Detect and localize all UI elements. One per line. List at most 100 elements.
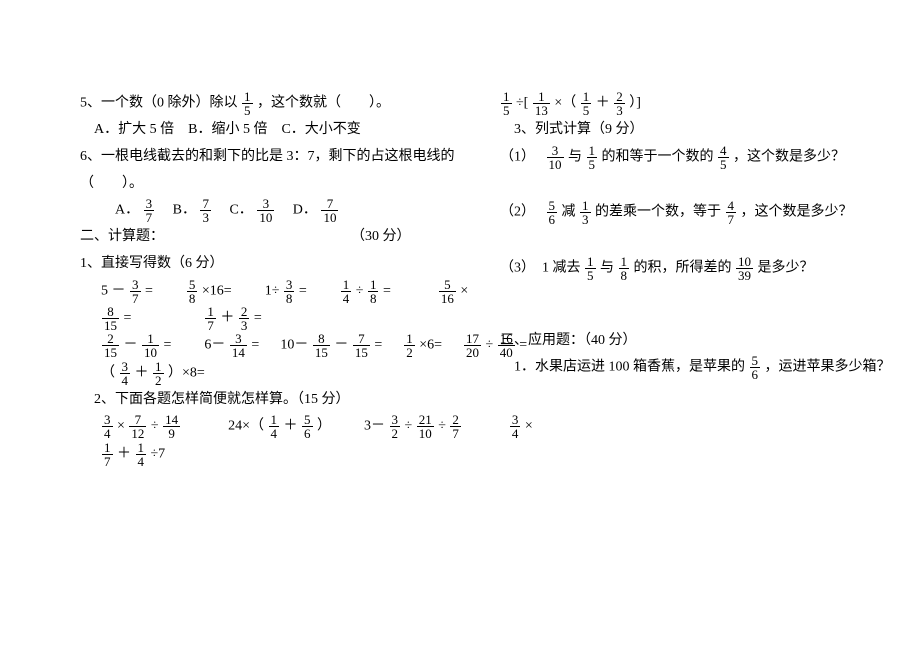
- eq: =: [383, 283, 391, 298]
- text: ）: [317, 419, 331, 434]
- text: （2）: [500, 205, 542, 220]
- text: ÷: [356, 283, 364, 298]
- frac: 14: [136, 441, 147, 468]
- text: 的积，所得差的: [634, 260, 732, 275]
- frac: 37: [130, 278, 141, 305]
- text: ，这个数是多少？: [741, 205, 853, 220]
- text: 6－: [204, 338, 225, 353]
- frac-1-5: 15: [242, 90, 253, 117]
- frac-3-10: 310: [257, 197, 274, 224]
- text: ＋: [220, 311, 234, 326]
- frac: 15: [581, 90, 592, 117]
- text: （3） 1 减去: [500, 260, 581, 275]
- text: ×16=: [202, 283, 232, 298]
- text: 与: [600, 260, 614, 275]
- frac: 516: [439, 278, 456, 305]
- left-column: 5、一个数（0 除外）除以 15 ，这个数就（ ）。 A．扩大 5 倍 B．缩小…: [80, 90, 470, 468]
- frac: 23: [239, 305, 250, 332]
- q3-3: （3） 1 减去 15 与 18 的积，所得差的 1039 是多少？: [500, 255, 890, 282]
- text: －: [334, 338, 348, 353]
- frac: 18: [368, 278, 379, 305]
- eq: =: [299, 283, 307, 298]
- section-2-header: 二、计算题： （30 分）: [80, 224, 470, 251]
- frac: 215: [102, 332, 119, 359]
- frac: 712: [129, 413, 146, 440]
- text: ÷: [151, 419, 159, 434]
- right-column: 15 ÷[ 113 ×（ 15 ＋ 23 ）] 3、列式计算（9 分） （1） …: [500, 90, 890, 468]
- frac-3-7: 37: [144, 197, 155, 224]
- eq: =: [254, 311, 262, 326]
- frac: 14: [341, 278, 352, 305]
- eq: =: [251, 338, 259, 353]
- frac: 110: [142, 332, 159, 359]
- q3-1: （1） 310 与 15 的和等于一个数的 45 ，这个数是多少？: [500, 144, 890, 171]
- section-2-title: 二、计算题：: [80, 229, 164, 244]
- eq: =: [164, 338, 172, 353]
- text: 的差乘一个数，等于: [595, 205, 721, 220]
- calc-row-6: 17 ＋ 14 ÷7: [80, 441, 470, 468]
- frac: 815: [102, 305, 119, 332]
- frac: 15: [501, 90, 512, 117]
- frac: 15: [585, 255, 596, 282]
- calc-row-5: 34 × 712 ÷ 149 24×（ 14 ＋ 56 ） 3－ 32 ÷ 21…: [80, 413, 470, 440]
- q3-title: 3、列式计算（9 分）: [500, 117, 890, 144]
- frac: 32: [390, 413, 401, 440]
- q3-2: （2） 56 减 13 的差乘一个数，等于 47 ，这个数是多少？: [500, 199, 890, 226]
- calc-row-3: 215 － 110 = 6－ 314 = 10－ 815 － 715 = 12 …: [80, 332, 470, 359]
- frac: 113: [533, 90, 550, 117]
- frac: 1720: [464, 332, 481, 359]
- frac: 56: [750, 354, 761, 381]
- frac: 13: [580, 199, 591, 226]
- frac: 815: [313, 332, 330, 359]
- text: ＋: [284, 419, 298, 434]
- frac: 27: [450, 413, 461, 440]
- text: 1．水果店运进 100 箱香蕉，是苹果的: [500, 360, 745, 375]
- frac: 2110: [417, 413, 434, 440]
- frac: 56: [302, 413, 313, 440]
- frac: 58: [187, 278, 198, 305]
- q6: 6、一根电线截去的和剩下的比是 3：7，剩下的占这根电线的（ ）。: [80, 144, 470, 197]
- opt-d: D．: [279, 203, 317, 218]
- frac-7-3: 73: [200, 197, 211, 224]
- calc-row-2: 815 = 17 ＋ 23 =: [80, 305, 470, 332]
- calc-1-title: 1、直接写得数（6 分）: [80, 251, 470, 278]
- text: ÷[: [516, 96, 528, 111]
- eq: =: [374, 338, 382, 353]
- text: 24×（: [228, 419, 264, 434]
- text: 5、一个数（0 除外）除以: [80, 96, 238, 111]
- frac-7-10: 710: [321, 197, 338, 224]
- frac: 1039: [736, 255, 753, 282]
- text: ）×8=: [168, 365, 205, 380]
- opt-b: B．: [159, 203, 196, 218]
- app-1: 1．水果店运进 100 箱香蕉，是苹果的 56 ，运进苹果多少箱？: [500, 354, 890, 381]
- text: ÷: [405, 419, 413, 434]
- text: ÷7: [151, 446, 166, 461]
- frac: 38: [284, 278, 295, 305]
- frac: 12: [404, 332, 415, 359]
- text: 10－: [280, 338, 308, 353]
- text: ×（: [554, 96, 576, 111]
- text: ×6=: [419, 338, 442, 353]
- text: ＋: [135, 365, 149, 380]
- text: ÷: [438, 419, 446, 434]
- calc-2-title: 2、下面各题怎样简便就怎样算。（15 分）: [80, 387, 470, 414]
- text: ）]: [629, 96, 641, 111]
- text: －: [124, 338, 138, 353]
- q5-options: A．扩大 5 倍 B．缩小 5 倍 C．大小不变: [80, 117, 470, 144]
- q6-options: A． 37 B． 73 C． 310 D． 710: [80, 197, 470, 224]
- text: ＋: [596, 96, 610, 111]
- calc-row-4: （ 34 ＋ 12 ）×8=: [80, 360, 470, 387]
- frac: 715: [353, 332, 370, 359]
- text: ÷: [486, 338, 494, 353]
- text: ，这个数就（ ）。: [257, 96, 390, 111]
- text: 的和等于一个数的: [602, 150, 714, 165]
- frac: 15: [587, 144, 598, 171]
- frac: 314: [230, 332, 247, 359]
- section-2-points: （30 分）: [351, 229, 411, 244]
- text: 是多少？: [758, 260, 814, 275]
- frac: 310: [547, 144, 564, 171]
- frac: 14: [269, 413, 280, 440]
- text: （: [101, 365, 115, 380]
- frac: 47: [726, 199, 737, 226]
- frac: 34: [102, 413, 113, 440]
